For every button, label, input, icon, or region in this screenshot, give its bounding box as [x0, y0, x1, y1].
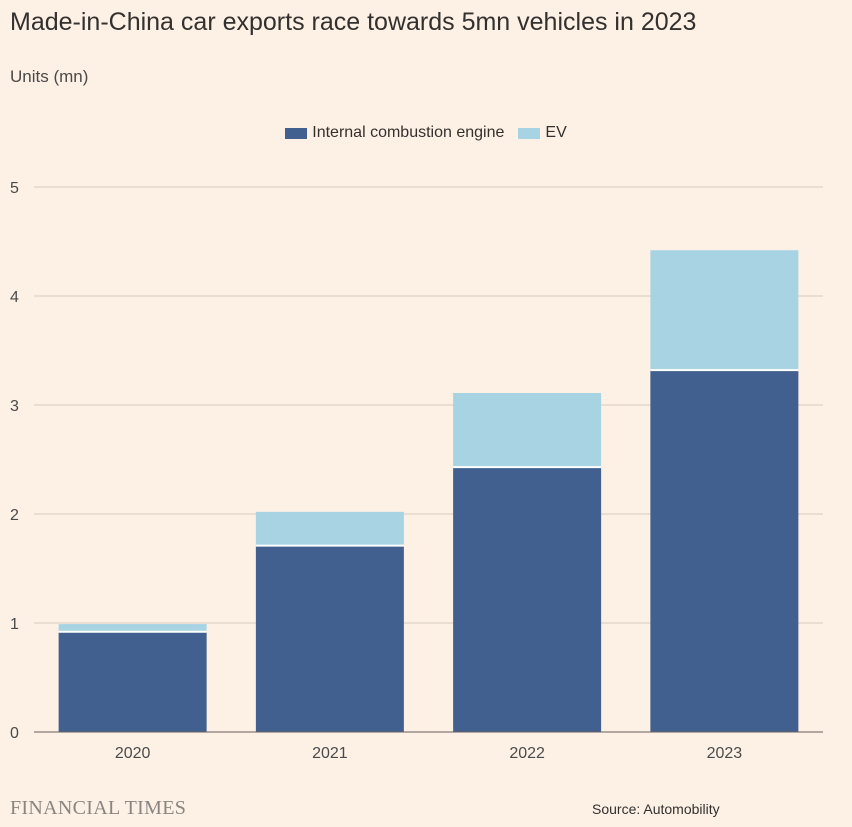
chart-title: Made-in-China car exports race towards 5…	[10, 8, 697, 36]
ft-logo: FINANCIAL TIMES	[10, 797, 187, 819]
source-note: Source: Automobility	[592, 801, 720, 817]
legend-swatch-ev	[518, 127, 541, 139]
legend-item-ice: Internal combustion engine	[285, 124, 504, 142]
bar-ev-2020	[58, 624, 207, 632]
bar-ev-2022	[453, 393, 602, 468]
y-tick-label-4: 4	[10, 289, 19, 306]
legend-item-ev: EV	[518, 124, 567, 142]
bar-ice-2022	[453, 467, 602, 732]
legend-swatch-ice	[285, 127, 308, 139]
x-tick-label-2021: 2021	[312, 745, 348, 762]
y-tick-label-5: 5	[10, 180, 19, 197]
y-tick-label-0: 0	[10, 725, 19, 742]
y-tick-label-2: 2	[10, 507, 19, 524]
x-tick-label-2020: 2020	[115, 745, 151, 762]
bar-ev-2021	[255, 511, 404, 546]
bar-ice-2021	[255, 545, 404, 732]
legend-label-ice: Internal combustion engine	[312, 124, 505, 141]
bar-ice-2020	[58, 631, 207, 732]
legend-label-ev: EV	[545, 124, 567, 141]
legend: Internal combustion engine EV	[0, 124, 852, 142]
y-tick-label-1: 1	[10, 616, 19, 633]
y-tick-label-3: 3	[10, 398, 19, 415]
x-tick-label-2022: 2022	[509, 745, 545, 762]
x-tick-label-2023: 2023	[707, 745, 743, 762]
bar-ice-2023	[650, 370, 799, 732]
y-axis-units-label: Units (mn)	[10, 67, 89, 86]
bar-ev-2023	[650, 250, 799, 371]
